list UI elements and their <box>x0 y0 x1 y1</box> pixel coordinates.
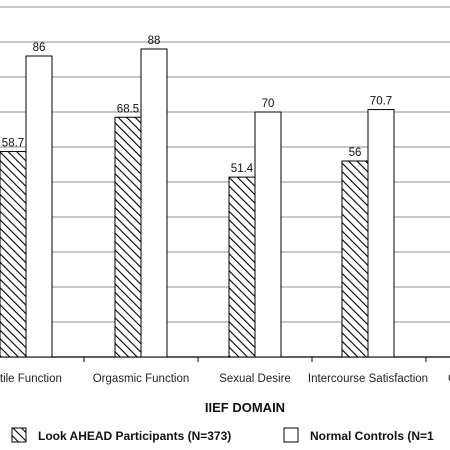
data-label: 56 <box>349 147 362 159</box>
x-tick-label: Sexual Desire <box>219 373 291 385</box>
bar-normal-controls <box>140 48 168 358</box>
legend: Look AHEAD Participants (N=373) Normal C… <box>11 427 434 443</box>
bar-normal-controls <box>25 55 53 358</box>
bar-look-ahead <box>0 151 27 358</box>
x-tick-label: C <box>448 373 450 385</box>
legend-label-normal-controls: Normal Controls (N=1 <box>310 429 434 443</box>
bar-normal-controls <box>367 109 395 358</box>
data-label: 51.4 <box>231 163 254 175</box>
data-label: 58.7 <box>2 138 24 150</box>
legend-swatch-look-ahead <box>11 427 27 443</box>
x-axis-title: IIEF DOMAIN <box>205 400 285 415</box>
x-tick-label: Intercourse Satisfaction <box>308 373 428 385</box>
data-label: 70 <box>262 98 275 110</box>
data-label: 88 <box>148 35 161 47</box>
data-label: 68.5 <box>117 103 139 115</box>
bar-look-ahead <box>341 160 369 358</box>
legend-swatch-normal-controls <box>283 427 299 443</box>
x-tick-labels: ctile Function Orgasmic Function Sexual De… <box>0 373 450 385</box>
legend-label-look-ahead: Look AHEAD Participants (N=373) <box>38 429 231 443</box>
gridlines <box>0 6 450 362</box>
bars <box>0 48 395 358</box>
data-label: 86 <box>33 42 46 54</box>
data-label: 70.7 <box>370 96 392 108</box>
bar-look-ahead <box>228 176 256 358</box>
bar-normal-controls <box>254 111 282 358</box>
bar-look-ahead <box>114 116 142 358</box>
x-tick-label: ctile Function <box>0 373 62 385</box>
x-tick-label: Orgasmic Function <box>93 373 190 385</box>
data-labels: 58.7 68.5 51.4 56 86 88 70 70.7 <box>2 35 392 175</box>
